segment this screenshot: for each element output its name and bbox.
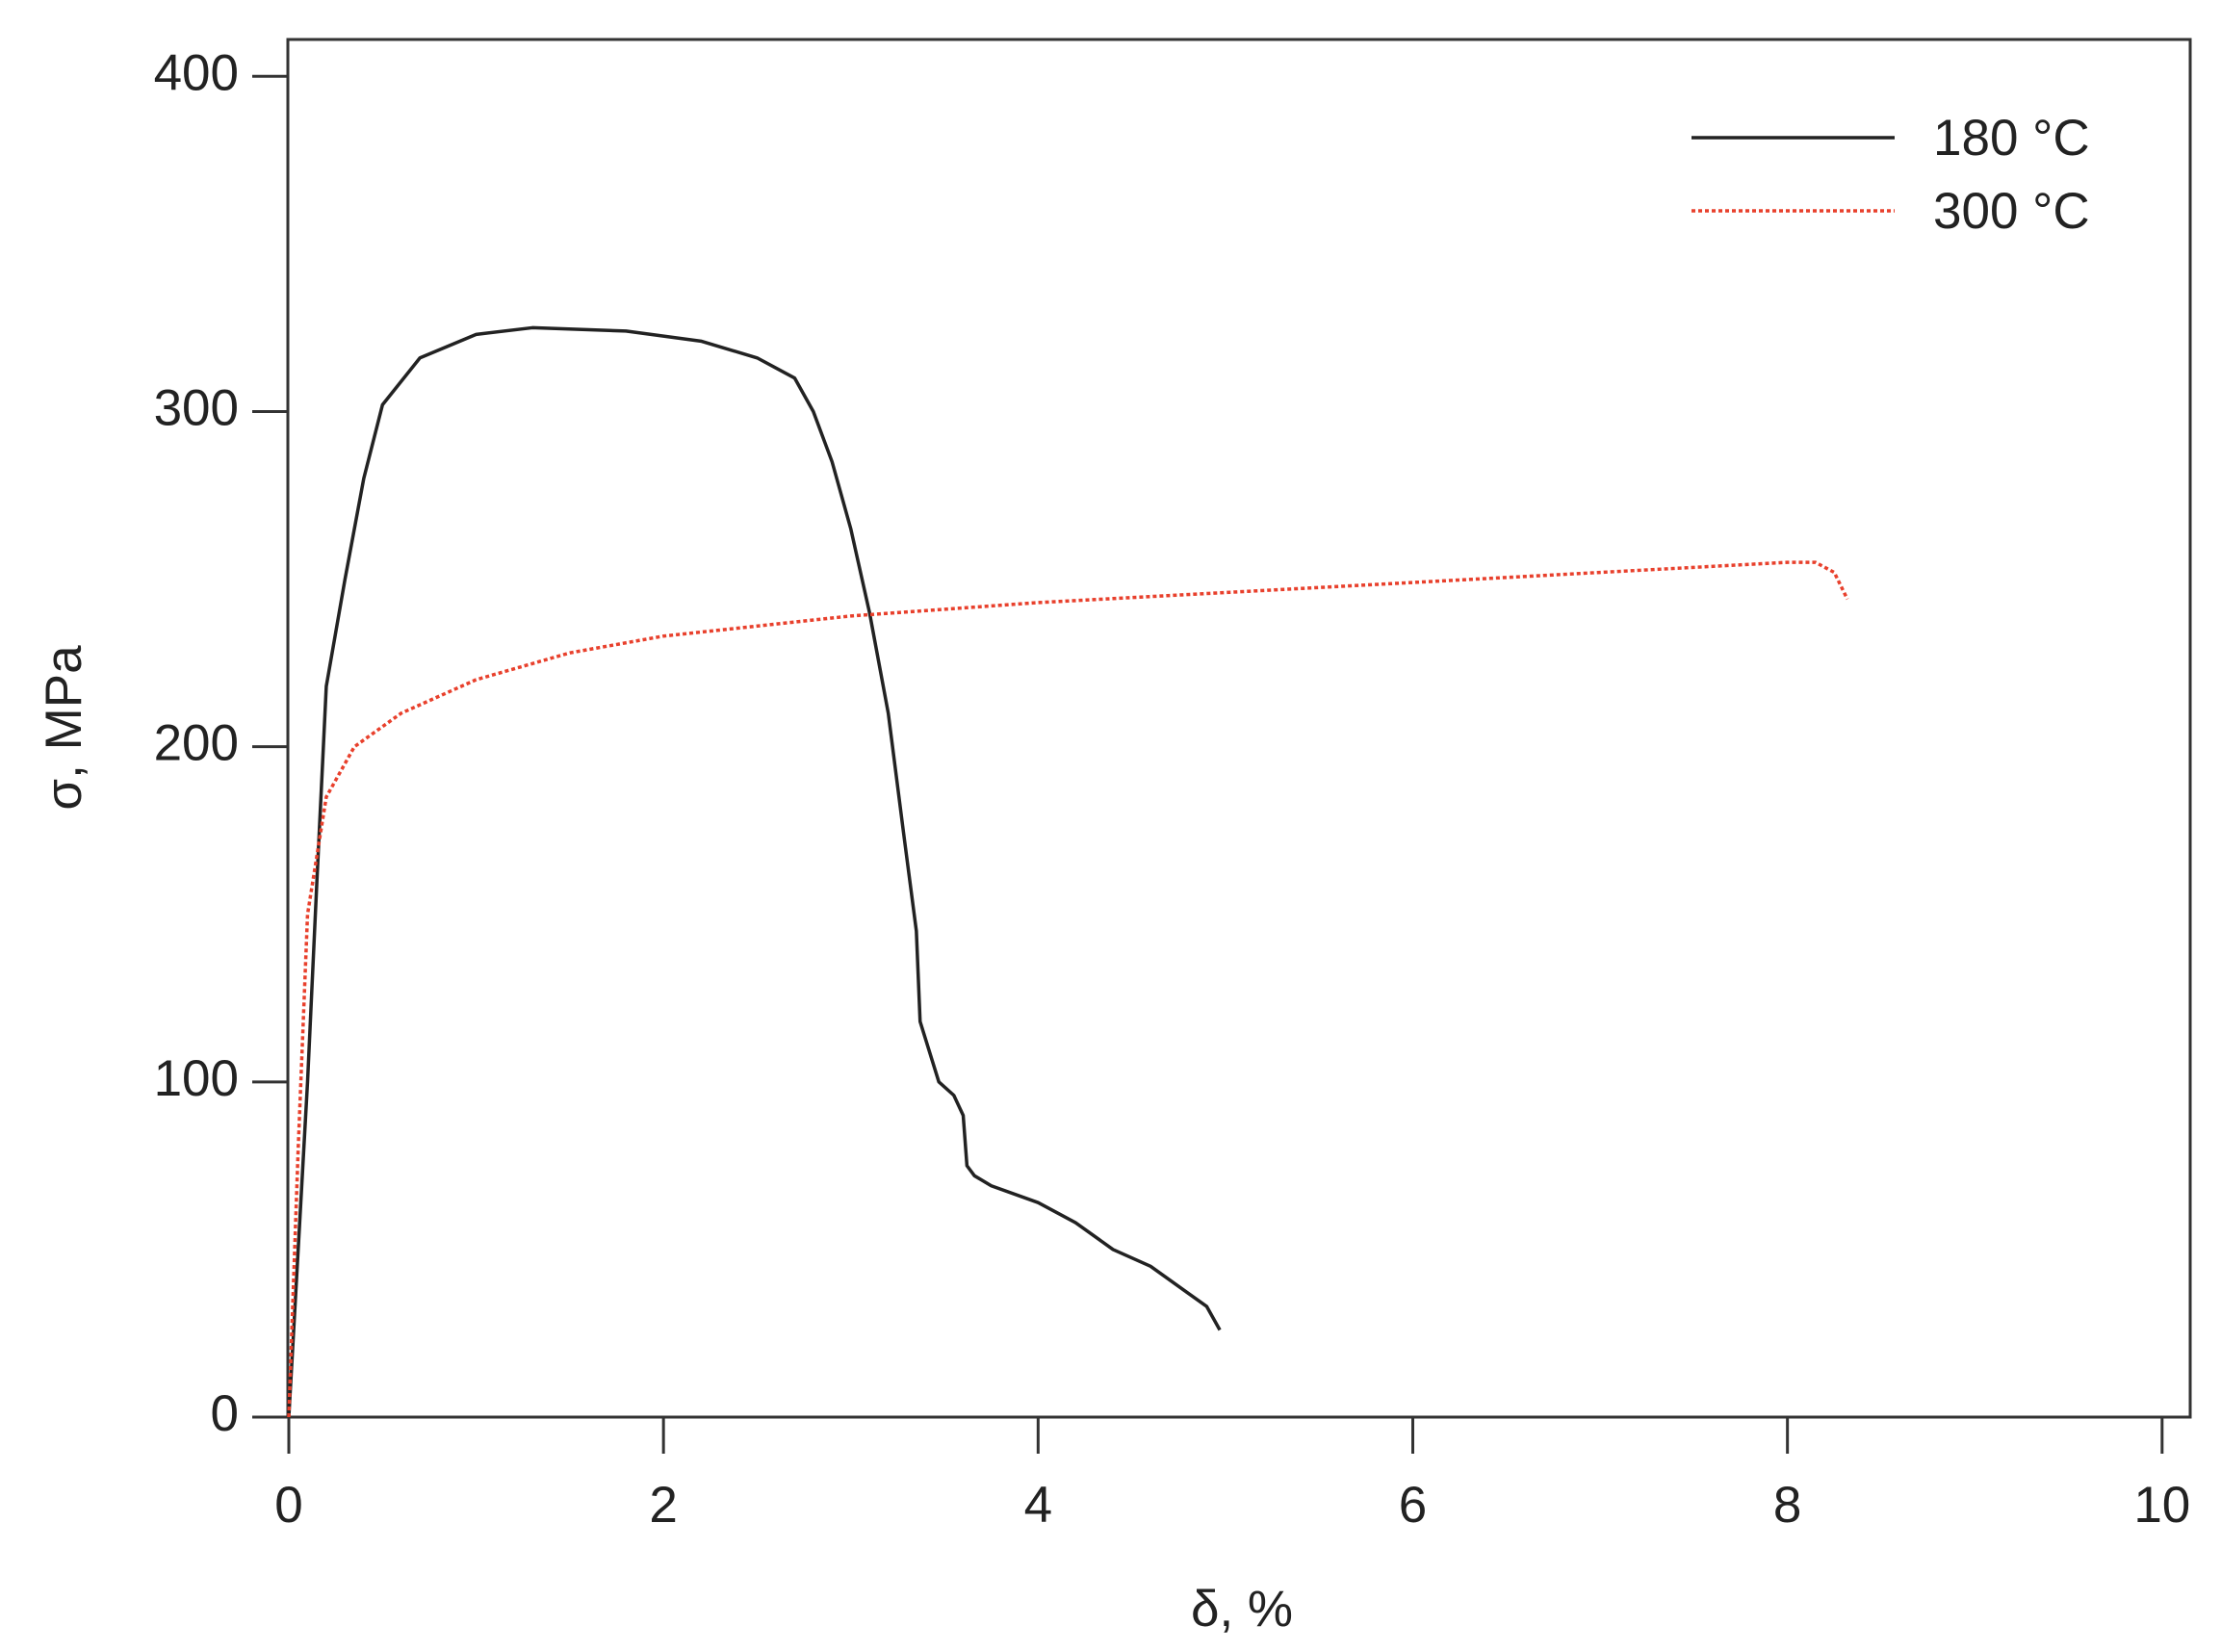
series-line <box>287 560 1849 1418</box>
x-axis-label: δ, % <box>1191 1581 1293 1638</box>
legend-label: 300 °C <box>1933 183 2090 240</box>
x-tick-label: 4 <box>1024 1477 1052 1534</box>
y-tick-label: 400 <box>154 44 239 101</box>
y-tick-label: 200 <box>154 715 239 772</box>
x-tick-label: 10 <box>2133 1477 2190 1534</box>
legend-label: 180 °C <box>1933 110 2090 167</box>
x-tick-label: 0 <box>274 1477 302 1534</box>
y-tick-label: 100 <box>154 1050 239 1107</box>
series-line <box>287 325 1222 1418</box>
y-tick-label: 300 <box>154 379 239 436</box>
y-tick-label: 0 <box>211 1385 239 1442</box>
y-axis-label: σ, MPa <box>36 645 92 811</box>
plot-frame <box>286 38 2192 1419</box>
x-tick-label: 6 <box>1399 1477 1427 1534</box>
x-tick-label: 2 <box>649 1477 677 1534</box>
x-tick-label: 8 <box>1773 1477 1801 1534</box>
